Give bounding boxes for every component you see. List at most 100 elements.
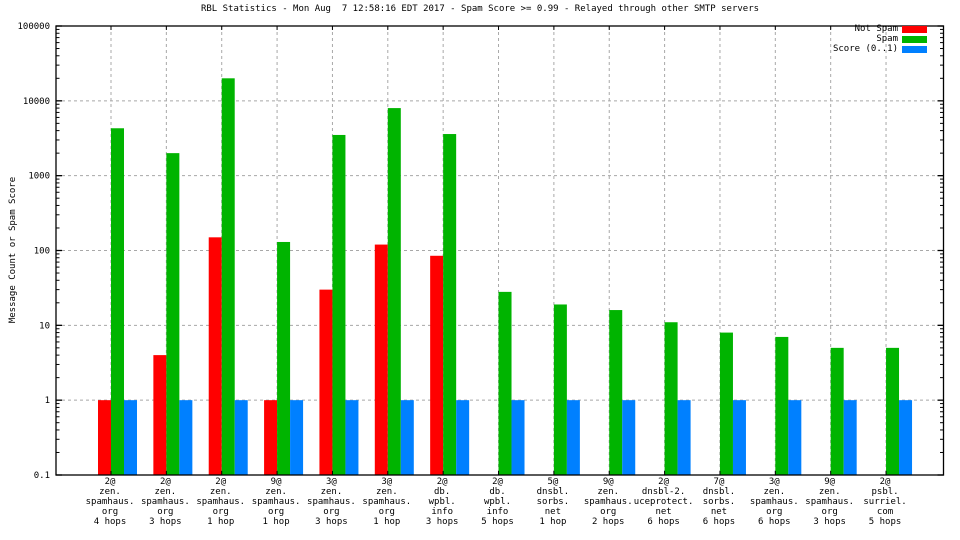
bar-spam-8 (553, 304, 567, 475)
x-tick-label: org (600, 507, 616, 517)
bar-score-0-1--2 (234, 400, 248, 475)
bar-spam-1 (166, 153, 180, 475)
x-tick-label: 3@ (769, 477, 780, 487)
x-tick-label: dnsbl-2. (642, 487, 685, 497)
x-tick-label: 6 hops (647, 517, 680, 527)
x-tick-label: 5 hops (481, 517, 514, 527)
x-tick-label: spamhaus. (362, 497, 411, 507)
x-tick-label: 9@ (603, 477, 614, 487)
x-tick-label: spamhaus. (307, 497, 356, 507)
x-tick-label: 2@ (492, 477, 503, 487)
x-tick-label: 2@ (437, 477, 448, 487)
bar-score-0-1--9 (622, 400, 636, 475)
bar-spam-7 (498, 291, 512, 475)
bar-spam-14 (886, 347, 900, 475)
x-tick-label: zen. (819, 487, 841, 497)
x-tick-label: 6 hops (703, 517, 736, 527)
x-tick-label: spamhaus. (584, 497, 633, 507)
legend-swatch-score (902, 45, 927, 53)
bar-score-0-1--13 (843, 400, 857, 475)
legend-label-not-spam: Not Spam (854, 24, 898, 34)
bar-spam-6 (443, 134, 457, 476)
x-tick-label: org (157, 507, 173, 517)
x-tick-label: org (822, 507, 838, 517)
bar-not-spam-3 (264, 400, 278, 475)
x-tick-label: 1 hop (373, 517, 400, 527)
x-tick-label: spamhaus. (252, 497, 301, 507)
y-tick-label: 1 (45, 396, 50, 406)
x-tick-label: 3 hops (149, 517, 182, 527)
x-tick-label: 3 hops (813, 517, 846, 527)
x-tick-label: net (655, 507, 671, 517)
x-tick-label: org (323, 507, 339, 517)
x-tick-label: 2@ (215, 477, 226, 487)
bar-score-0-1--5 (400, 400, 414, 475)
legend-row-score: Score (0..1) (833, 44, 927, 54)
x-tick-label: 1 hop (263, 517, 290, 527)
bar-score-0-1--1 (179, 400, 193, 475)
bar-spam-0 (111, 128, 124, 475)
y-tick-label: 0.1 (34, 471, 50, 481)
x-tick-label: org (766, 507, 782, 517)
legend-row-spam: Spam (876, 34, 927, 44)
x-tick-label: 1 hop (207, 517, 234, 527)
bar-spam-13 (830, 347, 844, 475)
legend-swatch-not-spam (902, 25, 927, 33)
x-tick-label: zen. (99, 487, 121, 497)
x-tick-label: 2@ (160, 477, 171, 487)
x-tick-label: spamhaus. (805, 497, 854, 507)
x-tick-label: 9@ (271, 477, 282, 487)
x-tick-label: zen. (597, 487, 619, 497)
x-tick-label: sorbs. (703, 497, 736, 507)
x-tick-label: dnsbl. (703, 487, 736, 497)
x-tick-label: wpbl. (429, 497, 456, 507)
bar-spam-10 (664, 322, 678, 475)
x-tick-label: net (711, 507, 727, 517)
bar-not-spam-1 (153, 355, 167, 475)
x-tick-label: zen. (210, 487, 232, 497)
x-tick-label: db. (489, 487, 505, 497)
x-tick-label: uceprotect. (634, 497, 694, 507)
x-tick-label: org (379, 507, 395, 517)
bar-score-0-1--0 (124, 400, 137, 475)
x-tick-label: dnsbl. (537, 487, 570, 497)
x-tick-label: spamhaus. (750, 497, 799, 507)
bar-score-0-1--6 (456, 400, 470, 475)
x-tick-label: net (545, 507, 561, 517)
x-tick-label: org (213, 507, 229, 517)
bar-score-0-1--12 (788, 400, 802, 475)
bar-score-0-1--8 (566, 400, 580, 475)
y-tick-label: 100 (34, 247, 50, 257)
y-tick-label: 10 (39, 321, 50, 331)
x-tick-label: 3 hops (426, 517, 459, 527)
y-tick-label: 10000 (23, 97, 50, 107)
bar-score-0-1--7 (511, 400, 525, 475)
bar-not-spam-2 (208, 237, 222, 475)
x-tick-label: zen. (155, 487, 177, 497)
x-tick-label: info (487, 507, 509, 517)
x-tick-label: 5@ (547, 477, 558, 487)
bar-spam-12 (775, 336, 789, 475)
chart-title: RBL Statistics - Mon Aug 7 12:58:16 EDT … (200, 4, 760, 14)
legend: Not Spam Spam Score (0..1) (833, 24, 927, 54)
x-tick-label: 2 hops (592, 517, 625, 527)
bar-score-0-1--10 (677, 400, 691, 475)
y-tick-label: 100000 (17, 22, 50, 32)
x-tick-label: 6 hops (758, 517, 791, 527)
x-tick-label: 7@ (714, 477, 725, 487)
x-tick-label: org (268, 507, 284, 517)
x-tick-label: spamhaus. (141, 497, 190, 507)
x-tick-label: surriel. (863, 497, 906, 507)
legend-label-score: Score (0..1) (832, 44, 898, 54)
y-tick-label: 1000 (28, 172, 50, 182)
bar-not-spam-0 (98, 400, 111, 475)
bar-spam-2 (221, 78, 235, 476)
x-tick-label: 3@ (326, 477, 337, 487)
bar-spam-4 (332, 134, 346, 475)
x-tick-label: info (431, 507, 453, 517)
x-tick-label: org (102, 507, 118, 517)
bar-spam-11 (719, 332, 733, 475)
bar-spam-9 (609, 310, 623, 475)
